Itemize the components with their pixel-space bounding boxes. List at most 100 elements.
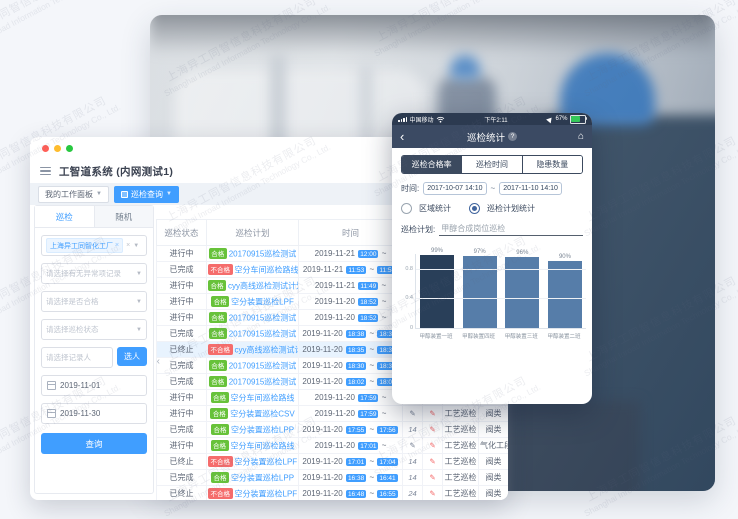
back-arrow-icon[interactable]: ‹	[400, 129, 405, 144]
bar[interactable]	[505, 256, 540, 328]
plan-link[interactable]: 20170915巡检测试	[228, 377, 297, 387]
workspace-tab-1[interactable]: 我的工作面板 ▼	[38, 185, 109, 203]
edit-record-icon[interactable]: ✎	[409, 441, 416, 450]
edit-record-icon[interactable]: 24	[408, 489, 417, 498]
start-time-chip: 17:01	[345, 458, 367, 467]
time-cell: 2019-11-20 17:01 ~	[298, 437, 403, 454]
chart-y-tick: 0.4	[405, 295, 413, 302]
sidebar-tab-2[interactable]: 随机	[94, 206, 153, 227]
plan-link[interactable]: cyy高线巡检测试计划	[234, 345, 298, 355]
start-time-input[interactable]: 2017-10-07 14:10	[423, 182, 487, 195]
result-badge: 合格	[208, 247, 227, 259]
sidebar-collapse-handle[interactable]: ‹	[156, 356, 160, 367]
status-cell: 已终止	[156, 341, 207, 358]
select-placeholder: 请选择巡检状态	[46, 325, 99, 334]
chart-x-tick: 甲醇装置四班	[462, 334, 496, 340]
bar-column: 99%	[419, 248, 455, 328]
select-clear-icon[interactable]: ×	[126, 242, 131, 249]
start-time-chip: 16:38	[345, 474, 367, 483]
radio-button-1[interactable]	[401, 203, 412, 214]
plan-link[interactable]: 空分车间巡检路线	[234, 265, 299, 275]
end-time-chip: 17:56	[377, 426, 398, 435]
plan-link[interactable]: 20170915巡检测试	[228, 313, 297, 323]
table-row[interactable]: 已终止 不合格 空分装置巡检LPF 2019-11-20 17:01 ~ 17:04 1…	[156, 453, 508, 470]
end-date-input[interactable]: 2019-11-30	[41, 403, 147, 424]
chart-y-tick: 0.8	[405, 265, 413, 272]
plan-link[interactable]: 空分装置巡检CSV	[230, 409, 295, 419]
traffic-light-maximize-button[interactable]	[66, 144, 73, 152]
start-date-input[interactable]: 2019-11-01	[41, 375, 147, 396]
factory-tag: 上海异工同智化工厂 ×	[46, 238, 124, 253]
plan-link[interactable]: 20170915巡检测试	[228, 361, 297, 371]
edit-record-icon[interactable]: ✎	[409, 409, 416, 418]
battery-icon	[569, 114, 588, 124]
workspace-tab-2[interactable]: 巡检查询 ▼	[113, 185, 179, 203]
bar[interactable]	[462, 256, 497, 328]
table-row[interactable]: 已完成 合格 空分装置巡检LPP 2019-11-20 17:55 ~ 17:56 14…	[156, 421, 508, 438]
red-edit-icon[interactable]: ✎	[429, 425, 436, 434]
edit-record-icon[interactable]: 14	[408, 457, 417, 466]
plan-link[interactable]: cyy高线巡检测试计划	[228, 281, 299, 291]
bar[interactable]	[547, 261, 582, 328]
time-separator: ~	[490, 184, 496, 193]
calendar-icon	[47, 409, 56, 418]
plan-link[interactable]: 空分装置巡检LPF	[234, 489, 298, 499]
plan-link[interactable]: 20170915巡检测试	[228, 329, 297, 339]
end-date-value: 2019-11-30	[60, 409, 101, 418]
carrier-label: 中国移动	[409, 117, 434, 124]
end-time-input[interactable]: 2017-11-10 14:10	[499, 182, 562, 195]
filter-select-1[interactable]: 请选择有无异常项记录 ▼	[41, 263, 147, 284]
time-cell: 2019-11-20 18:38 ~ 18:39	[298, 325, 403, 342]
end-time-chip: 18:31	[377, 362, 398, 371]
segment-tab-1[interactable]: 巡检合格率	[402, 156, 463, 173]
red-edit-icon[interactable]: ✎	[429, 457, 436, 466]
traffic-light-minimize-button[interactable]	[54, 144, 61, 152]
result-badge: 合格	[208, 359, 227, 371]
red-edit-icon[interactable]: ✎	[429, 473, 436, 482]
home-icon[interactable]: ⌂	[577, 131, 584, 142]
table-row[interactable]: 进行中 合格 空分装置巡检CSV 2019-11-20 17:59 ~ ✎ ✎ 工艺巡检阀…	[156, 405, 508, 422]
start-date-value: 2019-11-01	[60, 381, 101, 390]
hamburger-menu-icon[interactable]	[40, 167, 51, 175]
factory-select[interactable]: 上海异工同智化工厂 × × ▼	[41, 235, 147, 256]
table-row[interactable]: 已终止 不合格 空分装置巡检LPF 2019-11-20 16:48 ~ 16:55 2…	[156, 485, 508, 500]
red-edit-icon[interactable]: ✎	[429, 441, 436, 450]
red-edit-icon[interactable]: ✎	[429, 489, 436, 498]
edit-record-icon[interactable]: 14	[408, 473, 417, 482]
plan-link[interactable]: 空分装置巡检LPF	[231, 297, 294, 307]
plan-link[interactable]: 空分装置巡检LPP	[230, 473, 295, 483]
plan-filter-input[interactable]: 甲醇合成岗位巡检	[439, 222, 583, 236]
filter-select-2[interactable]: 请选择是否合格 ▼	[41, 291, 147, 312]
filter-sidebar: 巡检 随机 上海异工同智化工厂 × × ▼ 请选择有无异常项记录 ▼ 请选择是否合格 ▼ 请…	[34, 205, 160, 494]
end-time-chip: 18:04	[377, 378, 398, 387]
radio-button-2[interactable]	[469, 203, 480, 214]
plan-link[interactable]: 20170915巡检测试	[228, 249, 297, 259]
bar[interactable]	[420, 254, 454, 328]
plan-link[interactable]: 空分车间巡检路线	[230, 441, 295, 451]
table-row[interactable]: 进行中 合格 空分车间巡检路线 2019-11-20 17:01 ~ ✎ ✎ 工艺巡检 气化…	[156, 437, 508, 454]
recorder-input[interactable]: 请选择记录人	[41, 347, 113, 368]
traffic-light-close-button[interactable]	[42, 144, 49, 152]
edit-record-icon[interactable]: 14	[408, 425, 417, 434]
record-count-cell: 14	[402, 469, 423, 486]
segment-tab-3[interactable]: 隐患数量	[522, 156, 582, 173]
flag-cell: ✎	[422, 485, 443, 500]
time-cell: 2019-11-20 17:59 ~	[298, 389, 403, 406]
plan-cell: 合格 20170915巡检测试	[206, 245, 299, 262]
tag-remove-icon[interactable]: ×	[115, 242, 120, 249]
help-icon[interactable]: ?	[508, 132, 517, 141]
photo-ceiling	[150, 15, 715, 55]
red-edit-icon[interactable]: ✎	[429, 409, 436, 418]
pick-person-button[interactable]: 选人	[117, 347, 147, 366]
workspace-tabstrip: 我的工作面板 ▼ 巡检查询 ▼	[30, 183, 508, 205]
sidebar-tab-1[interactable]: 巡检	[35, 206, 95, 227]
phone-page-title: 巡检统计	[466, 132, 505, 144]
time-cell: 2019-11-20 18:52 ~	[298, 309, 403, 326]
segment-tab-2[interactable]: 巡检时间	[462, 156, 523, 173]
search-button[interactable]: 查询	[41, 433, 147, 454]
plan-link[interactable]: 空分装置巡检LPF	[234, 457, 298, 467]
plan-link[interactable]: 空分装置巡检LPP	[230, 425, 295, 435]
table-row[interactable]: 已完成 合格 空分装置巡检LPP 2019-11-20 16:38 ~ 16:41 14…	[156, 469, 508, 486]
plan-link[interactable]: 空分车间巡检路线	[230, 393, 295, 403]
filter-select-3[interactable]: 请选择巡检状态 ▼	[41, 319, 147, 340]
